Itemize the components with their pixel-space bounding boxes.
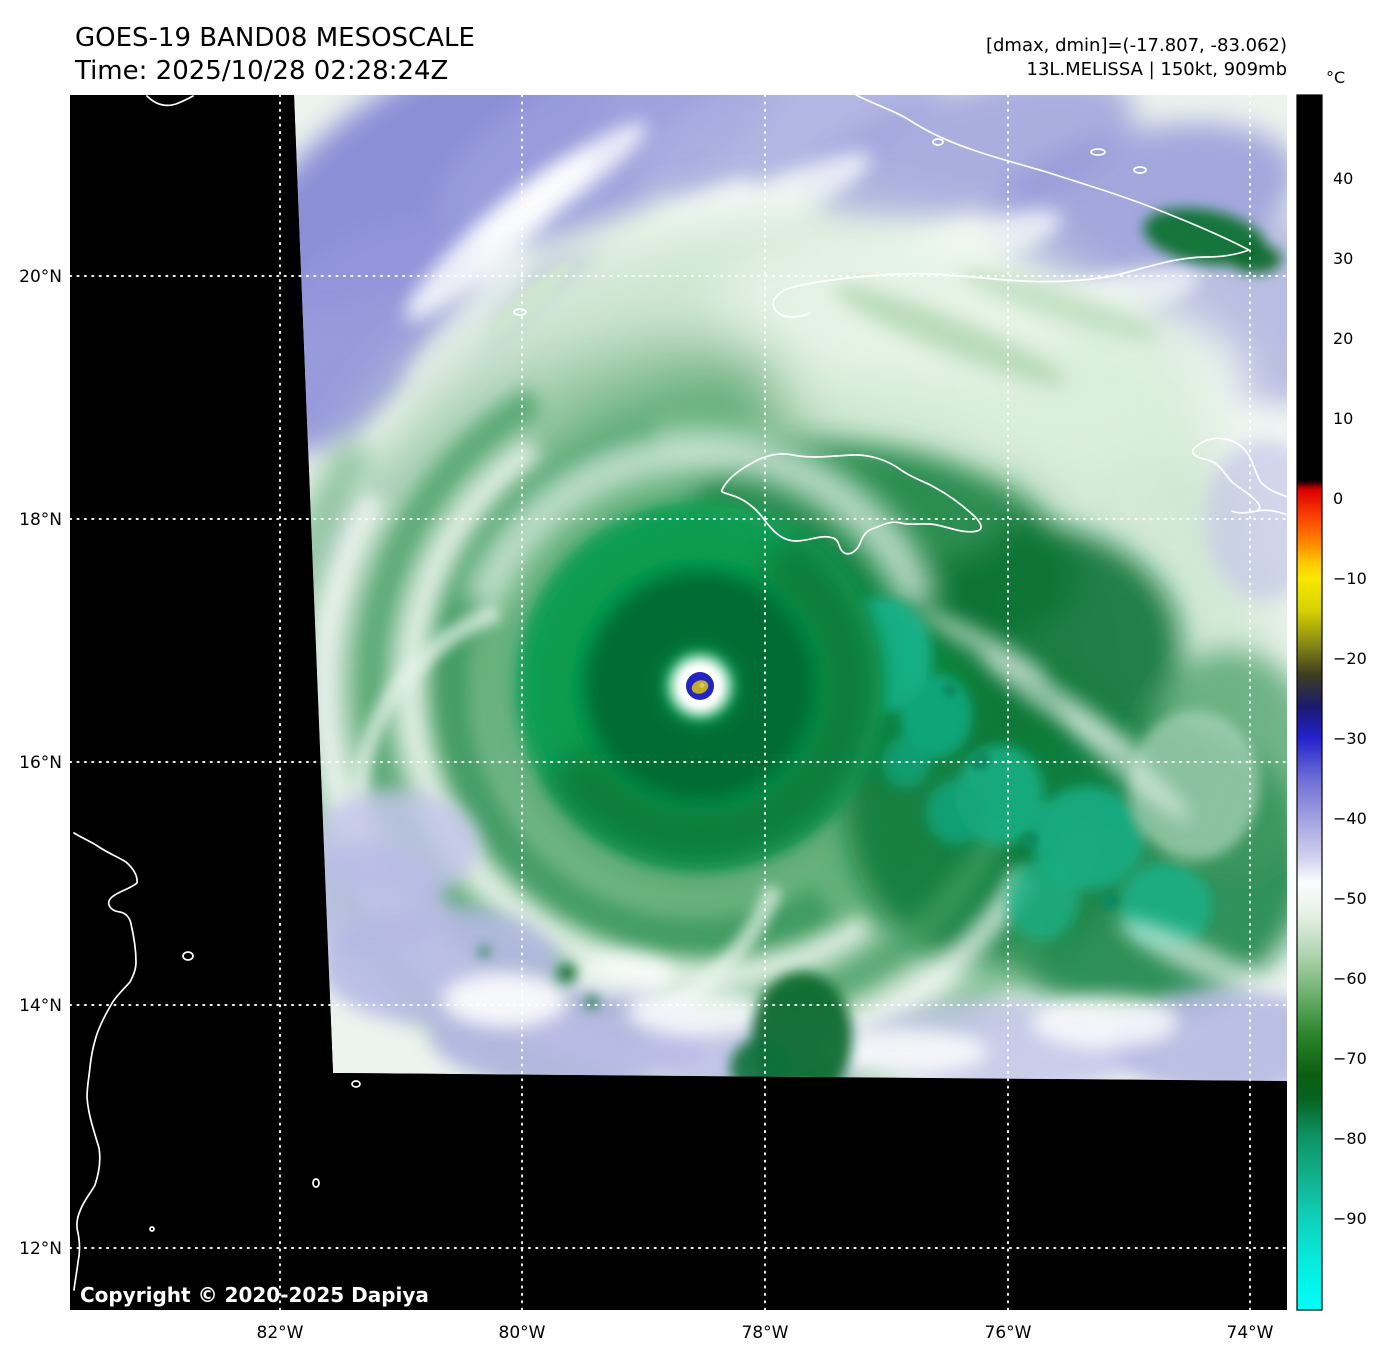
dmax-dmin-readout: [dmax, dmin]=(-17.807, -83.062)	[986, 35, 1287, 56]
cloud-layer-dark-specks	[943, 683, 1119, 909]
cloud-layer-anvil-streaks	[833, 269, 1282, 1001]
cb-tick-n90: −90	[1333, 1209, 1367, 1228]
x-tick-78w: 78°W	[742, 1323, 789, 1343]
cb-tick-n10: −10	[1333, 569, 1367, 588]
colorbar-tick-labels: 40 30 20 10 0 −10 −20 −30 −40 −50 −60 −7…	[1333, 169, 1367, 1228]
timestamp: Time: 2025/10/28 02:28:24Z	[74, 56, 448, 86]
cb-tick-n40: −40	[1333, 809, 1367, 828]
colorbar: 40 30 20 10 0 −10 −20 −30 −40 −50 −60 −7…	[1296, 94, 1367, 1311]
cb-tick-0: 0	[1333, 489, 1343, 508]
coastline-cuba-keys	[1133, 166, 1147, 174]
cb-tick-n50: −50	[1333, 889, 1367, 908]
x-tick-76w: 76°W	[985, 1323, 1032, 1343]
y-tick-20n: 20°N	[19, 267, 62, 287]
hurricane-core	[515, 501, 885, 871]
y-tick-18n: 18°N	[19, 510, 62, 530]
cb-tick-n70: −70	[1333, 1049, 1367, 1068]
coastline-small-island	[182, 951, 194, 961]
coastline-central-america	[73, 832, 138, 1291]
coastline-cuba-zapata	[772, 288, 811, 318]
coastline-cuba-west-fragment	[146, 95, 194, 107]
cb-tick-n60: −60	[1333, 969, 1367, 988]
storm-status: 13L.MELISSA | 150kt, 909mb	[1027, 59, 1288, 80]
coastline-haiti-peninsula	[1255, 509, 1289, 516]
y-tick-14n: 14°N	[19, 996, 62, 1016]
cb-tick-n30: −30	[1333, 729, 1367, 748]
coastline-cuba-keys	[1090, 148, 1106, 156]
coastline-small-island	[312, 1178, 320, 1188]
coastline-jamaica	[720, 453, 982, 555]
coastline-small-island	[351, 1080, 361, 1088]
map-panel: Copyright © 2020-2025 Dapiya	[69, 94, 1289, 1311]
coastlines	[73, 94, 1289, 1291]
y-tick-12n: 12°N	[19, 1239, 62, 1259]
colorbar-unit: °C	[1326, 68, 1345, 87]
cb-tick-n80: −80	[1333, 1129, 1367, 1148]
coastline-cuba-north	[855, 94, 1250, 251]
coastline-cuba-keys	[932, 138, 944, 146]
cb-tick-30: 30	[1333, 249, 1353, 268]
coastline-small-island	[149, 1226, 155, 1232]
satellite-imagery	[294, 95, 1287, 1081]
x-tick-82w: 82°W	[257, 1323, 304, 1343]
coastline-cayman-island	[513, 308, 527, 316]
x-tick-74w: 74°W	[1227, 1323, 1274, 1343]
cb-tick-10: 10	[1333, 409, 1353, 428]
x-tick-80w: 80°W	[499, 1323, 546, 1343]
coastline-cuba-south	[786, 249, 1250, 290]
cb-tick-20: 20	[1333, 329, 1353, 348]
y-axis-labels: 20°N 18°N 16°N 14°N 12°N	[19, 267, 62, 1259]
y-tick-16n: 16°N	[19, 753, 62, 773]
copyright-watermark: Copyright © 2020-2025 Dapiya	[80, 1283, 429, 1307]
x-axis-labels: 82°W 80°W 78°W 76°W 74°W	[257, 1323, 1274, 1343]
cb-tick-n20: −20	[1333, 649, 1367, 668]
cb-tick-40: 40	[1333, 169, 1353, 188]
graticule	[69, 94, 1288, 1311]
cloud-layer-south-lavender	[295, 440, 1287, 1081]
page-title: GOES-19 BAND08 MESOSCALE	[75, 23, 475, 53]
colorbar-gradient	[1296, 94, 1323, 1311]
coastline-haiti-peninsula	[1191, 437, 1289, 514]
